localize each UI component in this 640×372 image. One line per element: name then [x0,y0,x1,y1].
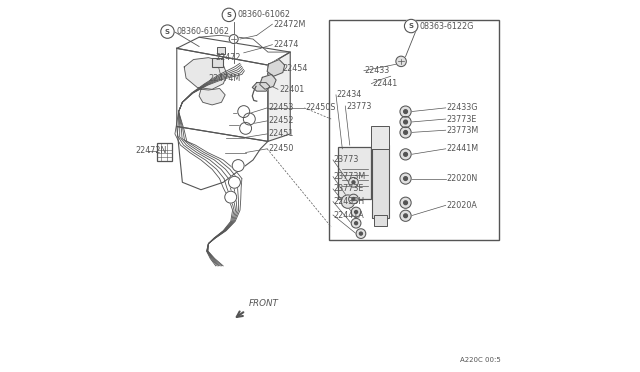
Text: 22474M: 22474M [209,74,241,83]
Circle shape [228,176,241,188]
Bar [330,20,499,240]
Polygon shape [199,89,225,105]
Circle shape [400,127,411,138]
Circle shape [404,120,408,124]
Circle shape [161,25,174,38]
Text: 22020N: 22020N [447,174,477,183]
Bar [371,126,389,149]
Text: 08363-6122G: 08363-6122G [420,22,474,31]
Polygon shape [177,126,268,190]
Bar [216,47,225,54]
Text: S: S [165,29,170,35]
Circle shape [239,122,252,134]
Text: 22450: 22450 [268,144,293,153]
Text: 22441M: 22441M [447,144,479,153]
Circle shape [352,181,355,184]
Polygon shape [177,48,268,141]
Circle shape [404,153,408,156]
Circle shape [351,207,361,217]
Circle shape [404,131,408,134]
Text: 08360-61062: 08360-61062 [177,27,230,36]
Text: 22453: 22453 [268,103,293,112]
Text: 22441: 22441 [372,79,397,88]
Polygon shape [268,52,291,141]
Circle shape [356,229,365,238]
Polygon shape [260,74,276,89]
Text: 23773: 23773 [334,155,359,164]
Circle shape [349,194,358,204]
Text: 23773M: 23773M [334,172,366,181]
Bar [212,58,223,67]
Circle shape [352,198,355,201]
Circle shape [400,106,411,117]
Text: 08360-61062: 08360-61062 [237,10,291,19]
Text: 22472N: 22472N [136,146,167,155]
Circle shape [400,149,411,160]
Circle shape [243,113,255,125]
Bar [372,145,389,218]
Circle shape [222,8,236,22]
Text: 22451: 22451 [268,129,293,138]
Text: 22020A: 22020A [447,201,477,210]
Circle shape [341,195,355,208]
Text: S: S [227,12,232,18]
Text: 22452: 22452 [268,116,293,125]
Circle shape [360,232,362,235]
Circle shape [404,177,408,180]
Text: 23773E: 23773E [334,185,364,193]
Text: 22472: 22472 [216,53,241,62]
Circle shape [349,177,358,187]
Circle shape [404,201,408,205]
Text: 22441A: 22441A [334,211,365,219]
Text: 22454: 22454 [283,64,308,73]
Circle shape [238,106,250,118]
Circle shape [400,210,411,221]
Circle shape [355,222,358,225]
Text: 22434: 22434 [337,90,362,99]
Text: A220C 00:5: A220C 00:5 [460,357,500,363]
Circle shape [400,197,411,208]
Text: 22472M: 22472M [273,20,306,29]
Circle shape [396,56,406,67]
Text: 23773M: 23773M [447,126,479,135]
Text: 22474: 22474 [273,40,299,49]
Circle shape [404,110,408,113]
Polygon shape [252,83,270,91]
Polygon shape [267,60,285,76]
Circle shape [400,173,411,184]
Bar [157,143,172,161]
Bar [374,215,387,226]
Polygon shape [177,37,291,65]
Circle shape [229,35,238,44]
Text: FRONT: FRONT [248,299,278,308]
Text: 22401: 22401 [279,85,305,94]
Text: 22433G: 22433G [447,103,478,112]
Circle shape [225,191,237,203]
Text: 22433H: 22433H [334,197,365,206]
Circle shape [351,218,361,228]
Text: 22433: 22433 [365,66,390,75]
Text: 23773: 23773 [346,102,371,110]
Circle shape [232,160,244,171]
Circle shape [404,19,418,33]
Text: S: S [409,23,413,29]
Circle shape [404,214,408,218]
Text: 22450S: 22450S [305,103,335,112]
Text: 23773E: 23773E [447,115,477,124]
Circle shape [400,116,411,128]
Polygon shape [184,58,227,89]
Bar [338,147,371,199]
Circle shape [355,211,358,214]
